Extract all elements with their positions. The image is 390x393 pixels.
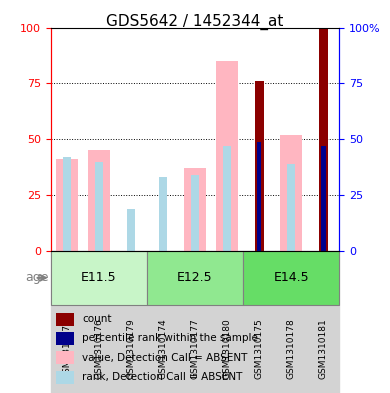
Bar xyxy=(191,175,199,251)
Text: count: count xyxy=(82,314,112,324)
Text: GDS5642 / 1452344_at: GDS5642 / 1452344_at xyxy=(106,14,284,30)
Text: age: age xyxy=(26,271,49,285)
Text: E11.5: E11.5 xyxy=(81,271,117,285)
Bar xyxy=(88,151,110,251)
Bar xyxy=(275,251,307,393)
FancyBboxPatch shape xyxy=(147,251,243,305)
Text: percentile rank within the sample: percentile rank within the sample xyxy=(82,334,258,343)
Bar xyxy=(57,371,74,384)
Bar xyxy=(280,135,302,251)
Bar xyxy=(63,157,71,251)
Bar xyxy=(319,28,328,251)
Bar xyxy=(321,146,326,251)
Text: value, Detection Call = ABSENT: value, Detection Call = ABSENT xyxy=(82,353,248,363)
Text: E14.5: E14.5 xyxy=(273,271,309,285)
Bar xyxy=(216,61,238,251)
Bar xyxy=(179,251,211,393)
Bar xyxy=(51,251,83,393)
FancyBboxPatch shape xyxy=(243,251,339,305)
Bar xyxy=(83,251,115,393)
Bar xyxy=(57,351,74,364)
Bar xyxy=(257,141,261,251)
Bar xyxy=(255,81,264,251)
Bar xyxy=(57,332,74,345)
Bar xyxy=(243,251,275,393)
Text: E12.5: E12.5 xyxy=(177,271,213,285)
Bar xyxy=(127,209,135,251)
Bar xyxy=(57,313,74,325)
Bar xyxy=(319,148,327,251)
Bar xyxy=(159,177,167,251)
Bar xyxy=(223,146,231,251)
Bar xyxy=(115,251,147,393)
Bar xyxy=(211,251,243,393)
Bar xyxy=(55,160,78,251)
Bar xyxy=(95,162,103,251)
Bar xyxy=(307,251,339,393)
Bar xyxy=(287,164,295,251)
FancyBboxPatch shape xyxy=(51,251,147,305)
Bar xyxy=(147,251,179,393)
Text: rank, Detection Call = ABSENT: rank, Detection Call = ABSENT xyxy=(82,372,243,382)
Bar xyxy=(184,168,206,251)
